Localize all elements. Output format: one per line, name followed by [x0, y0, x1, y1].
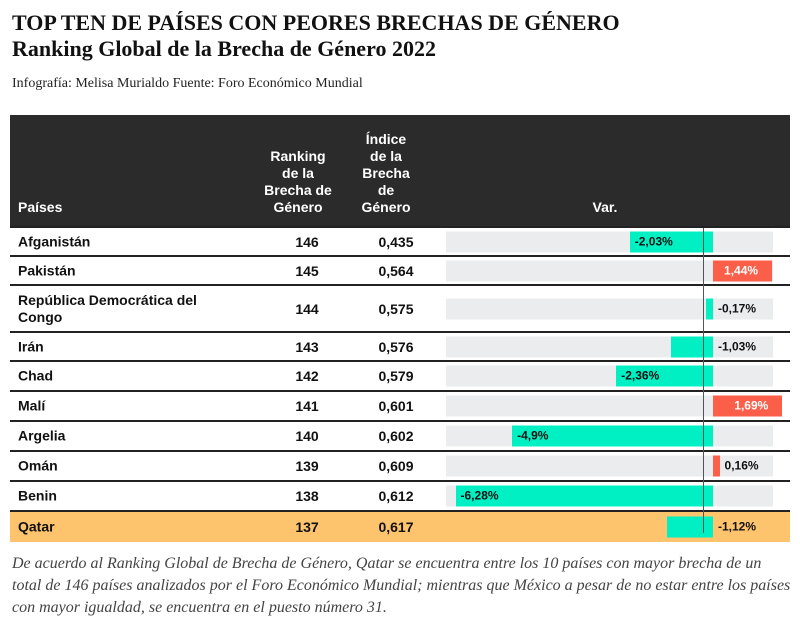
var-bar	[512, 425, 713, 447]
var-track: 0,16%	[446, 455, 773, 477]
ranking: 141	[295, 398, 319, 414]
var-bar	[713, 395, 783, 417]
country: Qatar	[18, 518, 55, 535]
ranking: 140	[295, 428, 319, 444]
var-track: 1,44%	[446, 260, 773, 281]
table-header: Países Ranking de la Brecha de Género Ín…	[10, 115, 790, 228]
var-bar	[616, 365, 713, 387]
footnote: De acuerdo al Ranking Global de Brecha d…	[12, 555, 791, 616]
index: 0,435	[378, 233, 414, 250]
header-index: Índice de la Brecha de Género	[361, 131, 411, 215]
chart-title: TOP TEN DE PAÍSES CON PEORES BRECHAS DE …	[12, 10, 620, 62]
var-label: -1,12%	[718, 519, 757, 534]
var-label: -4,9%	[517, 428, 549, 443]
table-row: Pakistán 145 0,564 1,44%	[10, 257, 790, 286]
country: Malí	[18, 397, 46, 414]
var-track: -0,17%	[446, 298, 773, 319]
index: 0,601	[378, 398, 414, 414]
var-track: -1,12%	[446, 516, 773, 538]
var-label: -2,36%	[621, 368, 660, 383]
var-track: 1,69%	[446, 395, 783, 417]
var-bar	[713, 260, 773, 281]
country: Pakistán	[18, 262, 76, 278]
subtitle: Ranking Global de la Brecha de Género 20…	[12, 36, 436, 61]
country: República Democrática del Congo	[18, 291, 197, 325]
var-bar	[667, 516, 713, 538]
index: 0,609	[378, 458, 414, 474]
var-track: -4,9%	[446, 425, 773, 447]
title: TOP TEN DE PAÍSES CON PEORES BRECHAS DE …	[12, 10, 620, 35]
var-label: -0,17%	[718, 301, 757, 315]
var-label: -2,03%	[634, 234, 673, 248]
var-bar	[670, 336, 713, 357]
ranking: 146	[295, 233, 319, 250]
table-row: República Democrática del Congo 144 0,57…	[10, 286, 790, 333]
index: 0,564	[378, 262, 414, 279]
ranking: 138	[295, 488, 319, 504]
table-row: Chad 142 0,579 -2,36%	[10, 362, 790, 392]
country: Chad	[18, 367, 53, 384]
var-track: -6,28%	[446, 485, 773, 507]
var-track: -1,03%	[446, 336, 773, 357]
zero-axis	[703, 228, 704, 533]
index: 0,575	[378, 300, 414, 317]
ranking: 142	[295, 368, 319, 384]
country: Argelia	[18, 427, 66, 444]
table-row: Qatar 137 0,617 -1,12%	[10, 512, 790, 542]
table-row: Malí 141 0,601 1,69%	[10, 392, 790, 422]
index: 0,602	[378, 428, 414, 444]
header-var: Var.	[592, 199, 618, 215]
data-table: Países Ranking de la Brecha de Género Ín…	[10, 115, 790, 542]
var-bar	[706, 298, 713, 319]
source: Infografía: Melisa Murialdo Fuente: Foro…	[12, 76, 363, 91]
country: Afganistán	[18, 233, 91, 249]
index: 0,612	[378, 488, 414, 504]
var-label: -1,03%	[718, 339, 757, 353]
var-bar	[713, 455, 720, 477]
var-track: -2,03%	[446, 231, 773, 252]
ranking: 143	[295, 338, 319, 355]
var-label: 1,69%	[734, 398, 769, 413]
var-bar	[455, 485, 713, 507]
header-country: Países	[18, 199, 63, 215]
ranking: 144	[295, 300, 319, 317]
ranking: 145	[295, 262, 319, 279]
index: 0,617	[378, 519, 414, 535]
table-row: Afganistán 146 0,435 -2,03%	[10, 228, 790, 257]
ranking: 137	[295, 519, 319, 535]
var-bar	[629, 231, 713, 252]
country: Benin	[18, 487, 57, 504]
index: 0,579	[378, 368, 414, 384]
index: 0,576	[378, 338, 414, 355]
table-row: Omán 139 0,609 0,16%	[10, 452, 790, 482]
country: Omán	[18, 457, 58, 474]
var-label: 1,44%	[724, 263, 759, 277]
table-row: Irán 143 0,576 -1,03%	[10, 333, 790, 362]
table-row: Benin 138 0,612 -6,28%	[10, 482, 790, 512]
var-label: -6,28%	[460, 488, 499, 503]
country: Irán	[18, 338, 44, 354]
table-row: Argelia 140 0,602 -4,9%	[10, 422, 790, 452]
var-track: -2,36%	[446, 365, 773, 387]
header-ranking: Ranking de la Brecha de Género	[264, 148, 332, 215]
var-label: 0,16%	[724, 458, 759, 473]
ranking: 139	[295, 458, 319, 474]
